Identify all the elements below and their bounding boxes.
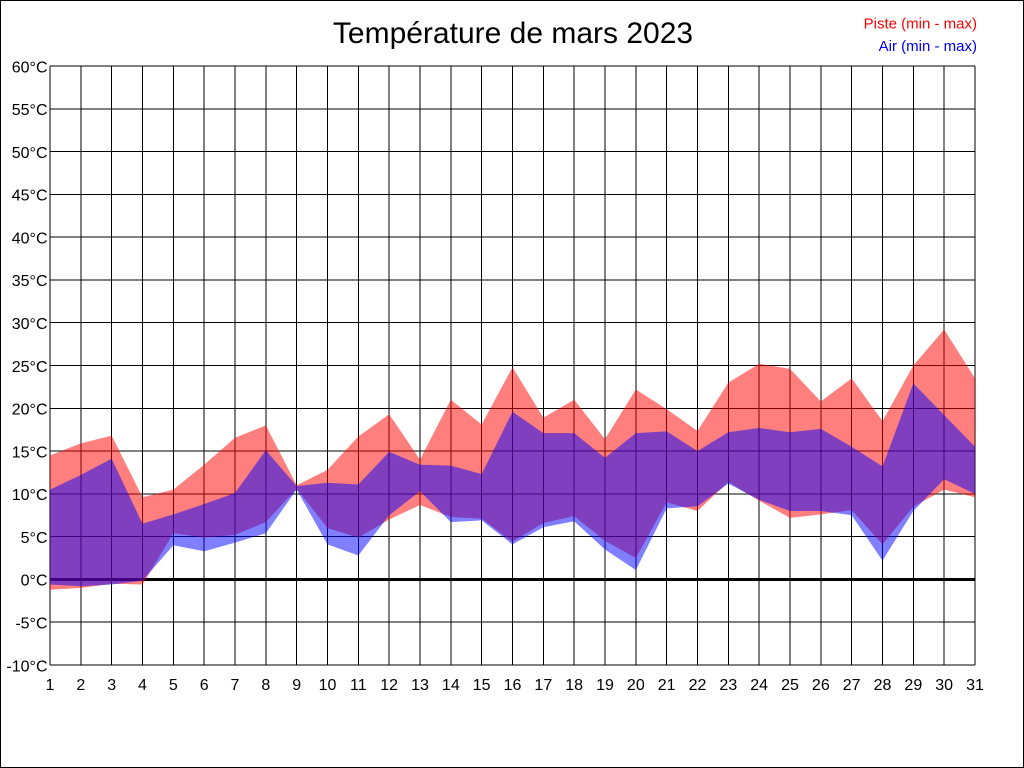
- svg-text:3: 3: [107, 677, 116, 694]
- svg-text:10°C: 10°C: [12, 487, 48, 504]
- svg-text:22: 22: [689, 677, 707, 694]
- svg-text:19: 19: [596, 677, 614, 694]
- svg-text:15: 15: [473, 677, 491, 694]
- svg-text:Piste (min - max): Piste (min - max): [864, 15, 977, 32]
- svg-text:15°C: 15°C: [12, 444, 48, 461]
- svg-text:40°C: 40°C: [12, 230, 48, 247]
- svg-text:9: 9: [292, 677, 301, 694]
- svg-text:30: 30: [935, 677, 953, 694]
- svg-text:18: 18: [565, 677, 583, 694]
- svg-text:26: 26: [812, 677, 830, 694]
- svg-text:29: 29: [904, 677, 922, 694]
- svg-text:14: 14: [442, 677, 460, 694]
- svg-text:50°C: 50°C: [12, 145, 48, 162]
- svg-text:17: 17: [534, 677, 552, 694]
- svg-text:30°C: 30°C: [12, 316, 48, 333]
- svg-text:31: 31: [966, 677, 984, 694]
- svg-text:0°C: 0°C: [21, 573, 48, 590]
- svg-text:60°C: 60°C: [12, 59, 48, 76]
- svg-text:25°C: 25°C: [12, 359, 48, 376]
- svg-text:8: 8: [261, 677, 270, 694]
- svg-text:Température de mars 2023: Température de mars 2023: [333, 17, 693, 50]
- svg-text:20°C: 20°C: [12, 402, 48, 419]
- svg-text:1: 1: [46, 677, 55, 694]
- svg-text:10: 10: [319, 677, 337, 694]
- svg-text:25: 25: [781, 677, 799, 694]
- svg-text:2: 2: [76, 677, 85, 694]
- svg-text:5°C: 5°C: [21, 530, 48, 547]
- svg-text:6: 6: [200, 677, 209, 694]
- svg-text:4: 4: [138, 677, 147, 694]
- svg-text:-5°C: -5°C: [15, 616, 47, 633]
- svg-text:28: 28: [874, 677, 892, 694]
- svg-text:13: 13: [411, 677, 429, 694]
- svg-text:45°C: 45°C: [12, 188, 48, 205]
- svg-text:20: 20: [627, 677, 645, 694]
- svg-text:23: 23: [719, 677, 737, 694]
- svg-text:55°C: 55°C: [12, 102, 48, 119]
- svg-text:11: 11: [350, 677, 367, 694]
- svg-text:21: 21: [658, 677, 676, 694]
- svg-text:5: 5: [169, 677, 178, 694]
- svg-text:16: 16: [504, 677, 522, 694]
- svg-text:-10°C: -10°C: [6, 658, 47, 675]
- svg-text:7: 7: [231, 677, 240, 694]
- svg-text:Air (min - max): Air (min - max): [879, 38, 977, 55]
- svg-text:24: 24: [750, 677, 768, 694]
- svg-text:27: 27: [843, 677, 861, 694]
- svg-text:35°C: 35°C: [12, 273, 48, 290]
- svg-text:12: 12: [380, 677, 398, 694]
